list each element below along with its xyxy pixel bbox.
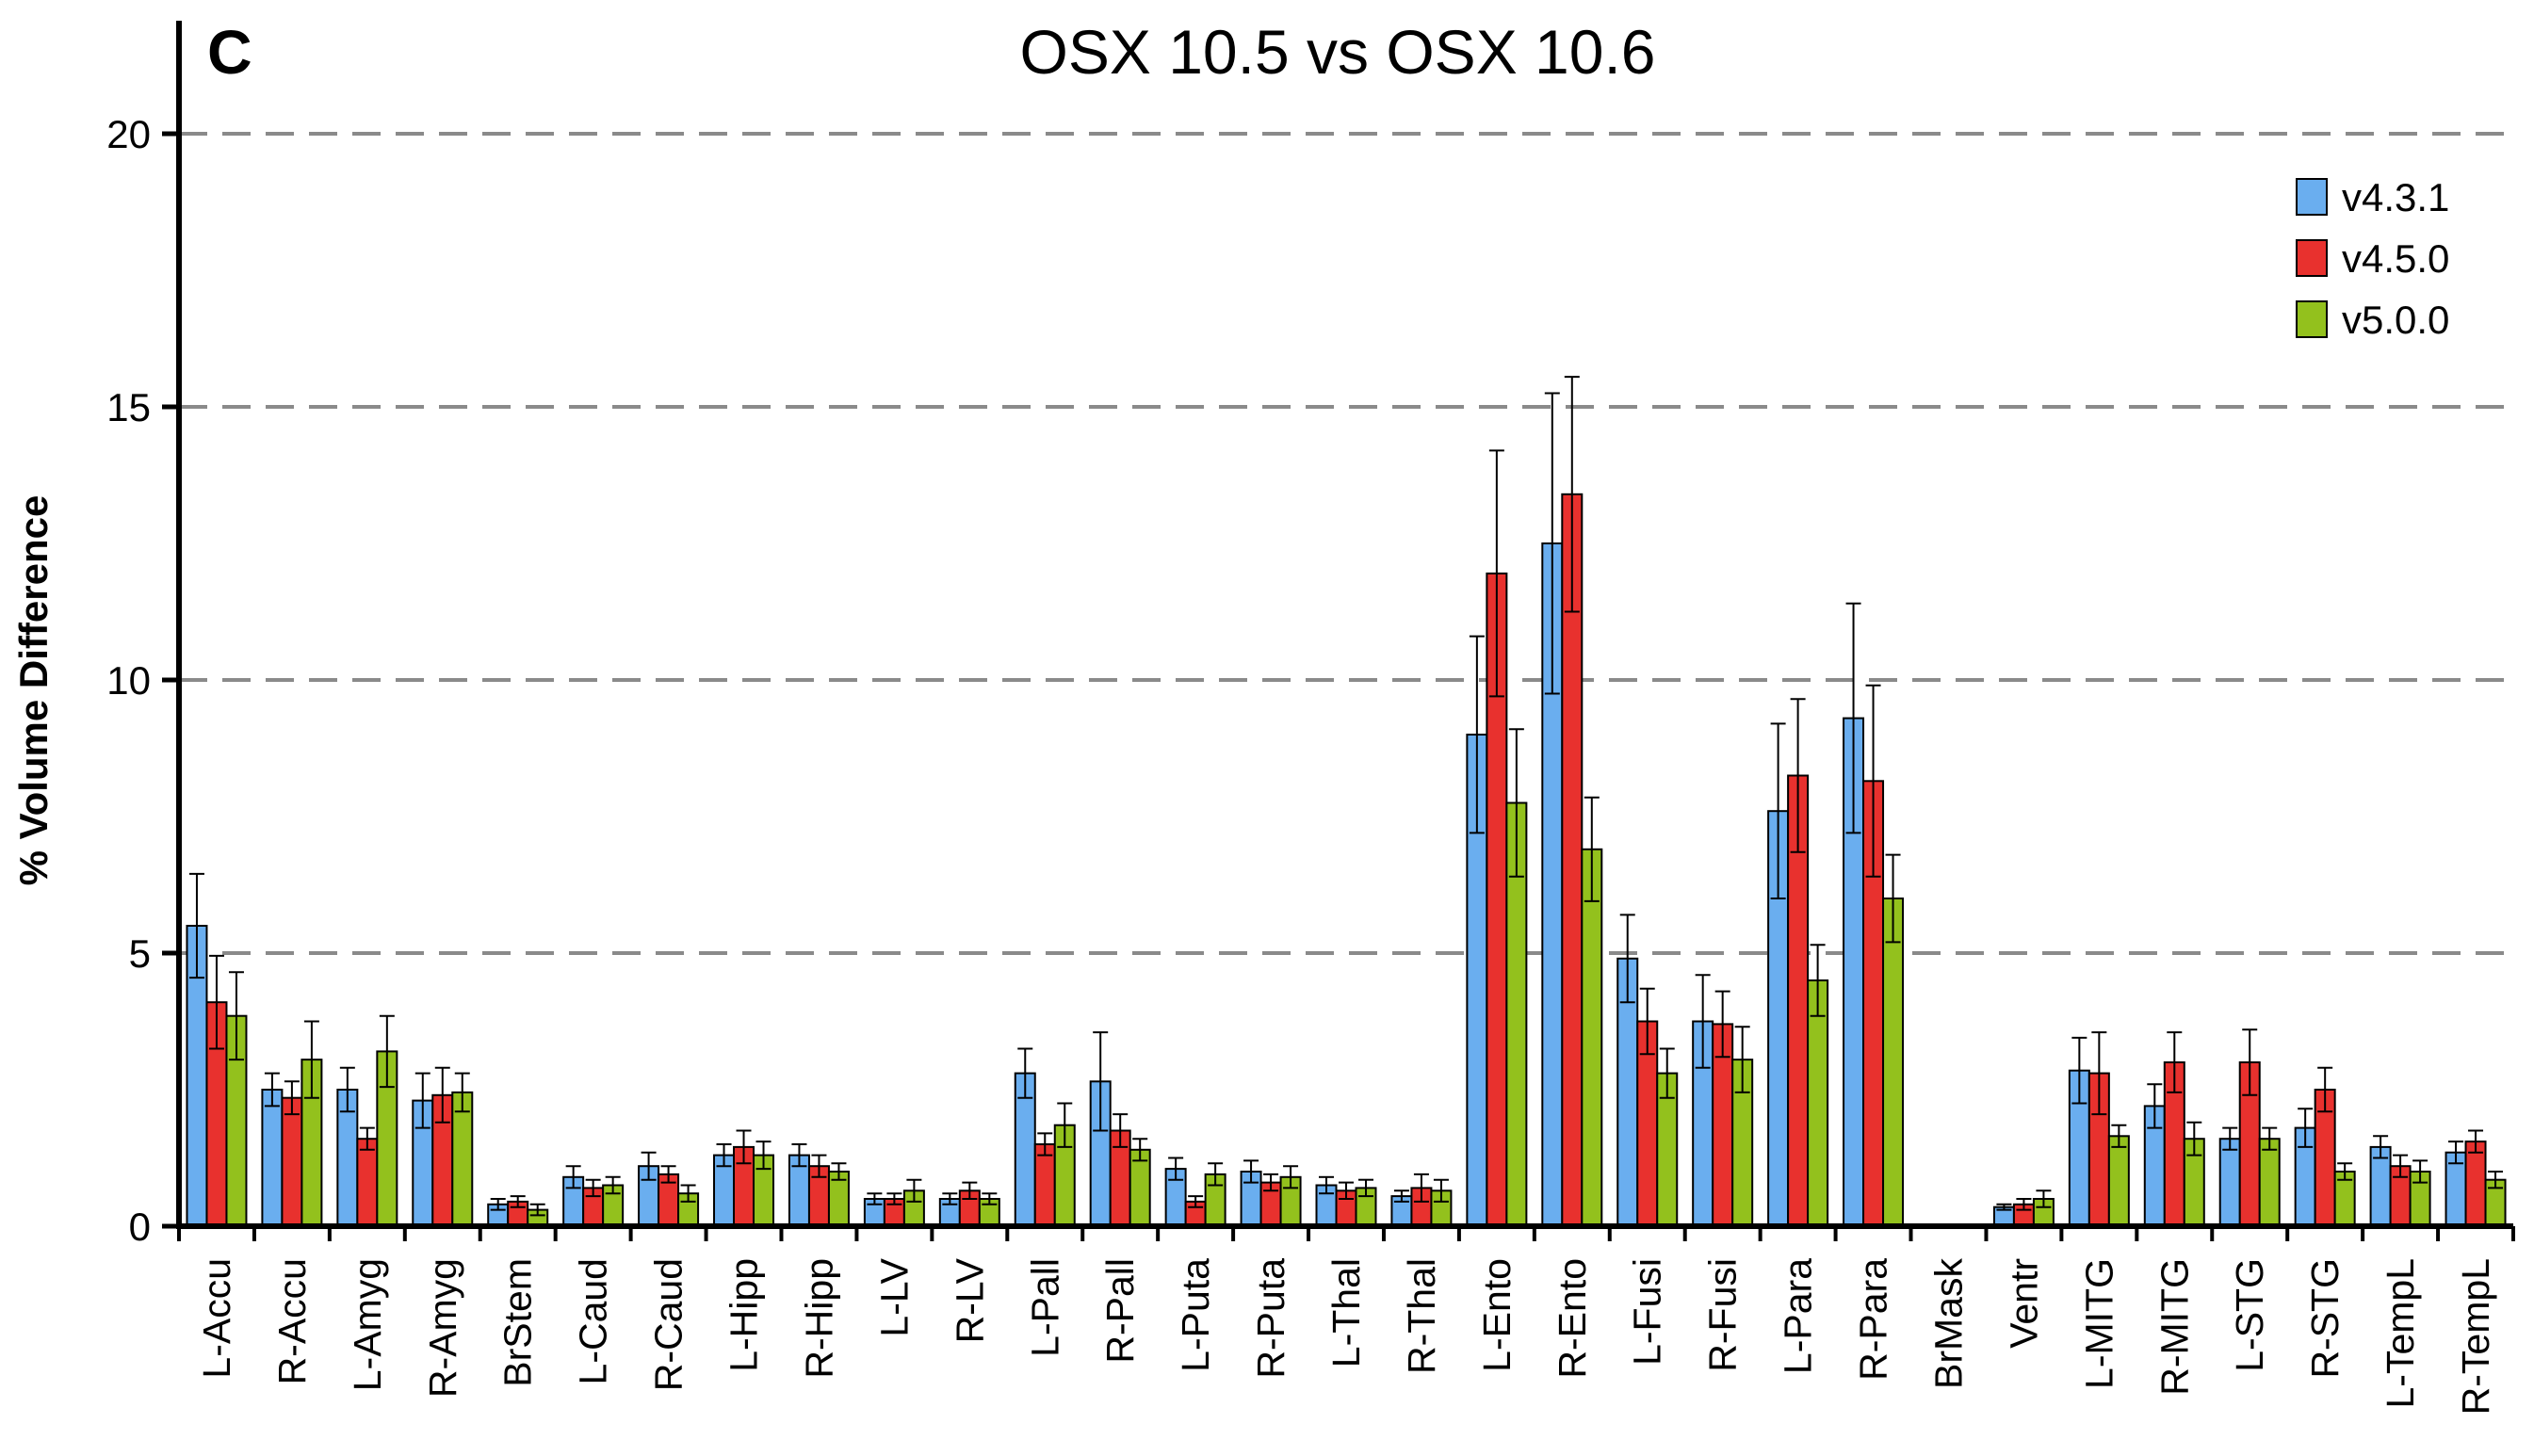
x-tick-label-R-Amyg: R-Amyg — [421, 1258, 464, 1398]
bar-v4.5.0-L-Amyg — [356, 1138, 379, 1227]
x-tick-label-L-TempL: L-TempL — [2379, 1258, 2422, 1409]
x-tick-label-L-Thal: L-Thal — [1324, 1258, 1368, 1367]
x-tick-label-L-Fusi: L-Fusi — [1626, 1258, 1669, 1366]
chart-title: OSX 10.5 vs OSX 10.6 — [1019, 17, 1655, 87]
x-tick-label-R-Pall: R-Pall — [1098, 1258, 1142, 1364]
x-tick-label-R-Accu: R-Accu — [270, 1258, 314, 1384]
x-tick-label-L-Puta: L-Puta — [1174, 1258, 1217, 1372]
x-tick-label-R-TempL: R-TempL — [2454, 1258, 2497, 1415]
x-tick-label-Ventr: Ventr — [2002, 1258, 2045, 1349]
bars — [186, 376, 2507, 1228]
legend-label-v450: v4.5.0 — [2342, 236, 2449, 281]
bar-v4.3.1-L-STG — [2218, 1138, 2241, 1227]
x-tick-label-BrStem: BrStem — [496, 1258, 540, 1387]
legend-swatch-v450 — [2296, 239, 2328, 277]
x-tick-label-R-STG: R-STG — [2303, 1258, 2347, 1379]
x-tick-label-L-Accu: L-Accu — [195, 1258, 238, 1379]
axes — [176, 21, 2513, 1229]
x-tick-label-R-Hipp: R-Hipp — [797, 1258, 840, 1379]
x-tick-label-R-LV: R-LV — [948, 1257, 991, 1343]
bar-v5.0.0-L-Para — [1807, 979, 1829, 1227]
y-tick-label-5: 5 — [129, 931, 151, 976]
x-tick-label-R-Puta: R-Puta — [1249, 1258, 1292, 1379]
y-ticks: 0 5 10 15 20 — [106, 112, 179, 1249]
bar-v4.3.1-R-Accu — [261, 1089, 284, 1227]
y-tick-label-10: 10 — [106, 658, 151, 703]
x-tick-label-L-Ento: L-Ento — [1475, 1258, 1519, 1372]
bar-v4.3.1-L-TempL — [2369, 1145, 2392, 1228]
x-tick-label-L-MITG: L-MITG — [2077, 1258, 2120, 1389]
panel-label: C — [207, 17, 252, 87]
y-tick-label-15: 15 — [106, 385, 151, 429]
bar-v4.5.0-R-Accu — [281, 1096, 303, 1227]
bar-v4.5.0-R-TempL — [2464, 1141, 2487, 1227]
x-tick-label-L-STG: L-STG — [2228, 1258, 2271, 1372]
x-tick-label-R-MITG: R-MITG — [2152, 1258, 2196, 1396]
legend-swatch-v500 — [2296, 300, 2328, 338]
legend-swatch-v431 — [2296, 178, 2328, 216]
x-tick-label-R-Fusi: R-Fusi — [1701, 1258, 1745, 1372]
bar-v5.0.0-R-Amyg — [451, 1091, 474, 1228]
bar-v5.0.0-L-STG — [2258, 1138, 2281, 1227]
gridlines — [179, 132, 2513, 955]
legend-label-v500: v5.0.0 — [2342, 298, 2449, 342]
bar-v5.0.0-R-Para — [1882, 898, 1905, 1227]
x-tick-label-L-LV: L-LV — [872, 1257, 916, 1336]
y-axis-label: % Volume Difference — [11, 495, 56, 886]
x-tick-label-L-Hipp: L-Hipp — [723, 1258, 766, 1372]
bar-v4.5.0-L-Pall — [1033, 1143, 1056, 1227]
x-tick-label-R-Ento: R-Ento — [1551, 1258, 1594, 1379]
x-tick-label-R-Para: R-Para — [1852, 1258, 1895, 1381]
y-tick-label-20: 20 — [106, 112, 151, 156]
y-tick-label-0: 0 — [129, 1205, 151, 1249]
x-tick-label-R-Caud: R-Caud — [647, 1258, 690, 1391]
x-tick-label-L-Caud: L-Caud — [572, 1258, 615, 1384]
bar-v5.0.0-L-MITG — [2107, 1135, 2130, 1228]
x-tick-label-L-Pall: L-Pall — [1023, 1258, 1066, 1357]
legend: v4.3.1 v4.5.0 v5.0.0 — [2296, 175, 2449, 342]
x-tick-label-R-Thal: R-Thal — [1400, 1258, 1443, 1374]
x-tick-label-L-Amyg: L-Amyg — [346, 1258, 389, 1391]
bar-v5.0.0-R-Ento — [1581, 848, 1603, 1227]
legend-label-v431: v4.3.1 — [2342, 175, 2449, 219]
x-tick-label-L-Para: L-Para — [1777, 1258, 1820, 1374]
x-categories: L-Accu R-Accu L-Amyg R-Amyg BrStem L-Caud R-Ca… — [177, 1226, 2515, 1415]
x-tick-label-BrMask: BrMask — [1926, 1258, 1970, 1389]
